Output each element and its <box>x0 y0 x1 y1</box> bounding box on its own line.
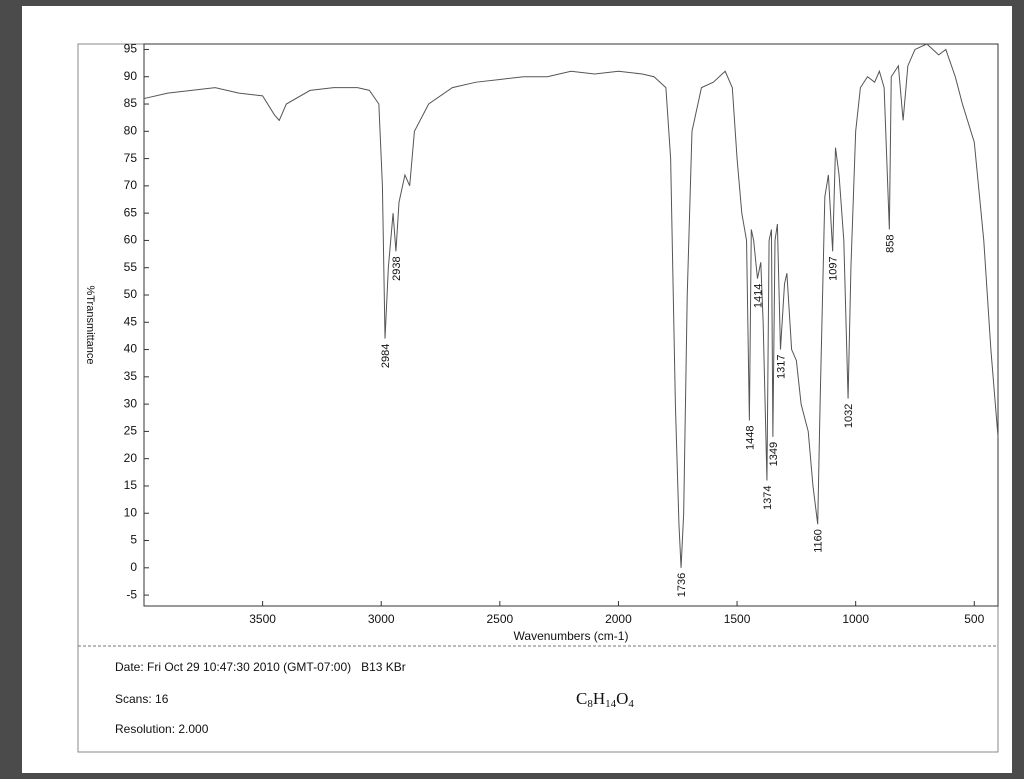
formula-part: 14 <box>605 698 617 710</box>
y-tick-label: 70 <box>124 178 138 192</box>
x-tick-label: 2500 <box>486 612 513 626</box>
y-tick-label: 40 <box>124 342 138 356</box>
y-tick-label: 45 <box>124 314 138 328</box>
peak-label: 1097 <box>828 256 840 280</box>
footer-resolution: Resolution: 2.000 <box>115 722 209 736</box>
peak-label: 1032 <box>843 404 855 428</box>
peak-label: 1736 <box>676 573 688 597</box>
formula-part: O <box>616 689 628 708</box>
peak-label: 1349 <box>768 442 780 466</box>
peak-label: 2938 <box>391 256 403 280</box>
peak-label: 858 <box>884 235 896 253</box>
peak-label: 1317 <box>775 355 787 379</box>
peak-label: 1414 <box>752 284 764 308</box>
formula-part: 8 <box>587 698 593 710</box>
formula-part: C <box>576 689 587 708</box>
spectrum-line <box>143 43 999 568</box>
y-tick-label: 20 <box>124 451 138 465</box>
y-tick-label: 30 <box>124 396 138 410</box>
y-tick-label: 35 <box>124 369 138 383</box>
paper <box>22 6 1012 773</box>
peak-label: 2984 <box>380 344 392 368</box>
y-tick-label: 55 <box>124 260 138 274</box>
y-tick-label: 25 <box>124 424 138 438</box>
peak-label: 1448 <box>744 425 756 449</box>
y-tick-label: 80 <box>124 123 138 137</box>
footer-scans: Scans: 16 <box>115 692 169 706</box>
x-tick-label: 3000 <box>368 612 395 626</box>
y-axis-label: %Transmittance <box>84 285 96 364</box>
peak-label: 1160 <box>813 529 825 553</box>
x-tick-label: 3500 <box>249 612 276 626</box>
y-tick-label: 85 <box>124 96 138 110</box>
y-tick-label: 5 <box>130 533 137 547</box>
plot-frame <box>143 43 999 607</box>
y-tick-label: -5 <box>126 587 137 601</box>
x-tick-label: 500 <box>964 612 984 626</box>
formula-part: 4 <box>628 698 634 710</box>
y-tick-label: 15 <box>124 478 138 492</box>
footer-date: Date: Fri Oct 29 10:47:30 2010 (GMT-07:0… <box>115 660 406 674</box>
x-tick-label: 1000 <box>842 612 869 626</box>
y-tick-label: 60 <box>124 233 138 247</box>
y-tick-label: 65 <box>124 205 138 219</box>
y-tick-label: 0 <box>130 560 137 574</box>
x-tick-label: 2000 <box>605 612 632 626</box>
formula-part: H <box>593 689 605 708</box>
y-tick-label: 90 <box>124 69 138 83</box>
x-axis-label: Wavenumbers (cm-1) <box>514 629 629 643</box>
formula: C8H14O4 <box>576 689 634 710</box>
y-tick-label: 10 <box>124 505 138 519</box>
y-tick-label: 95 <box>124 42 138 56</box>
x-tick-label: 1500 <box>724 612 751 626</box>
peak-label: 1374 <box>762 486 774 510</box>
y-tick-label: 50 <box>124 287 138 301</box>
y-tick-label: 75 <box>124 151 138 165</box>
